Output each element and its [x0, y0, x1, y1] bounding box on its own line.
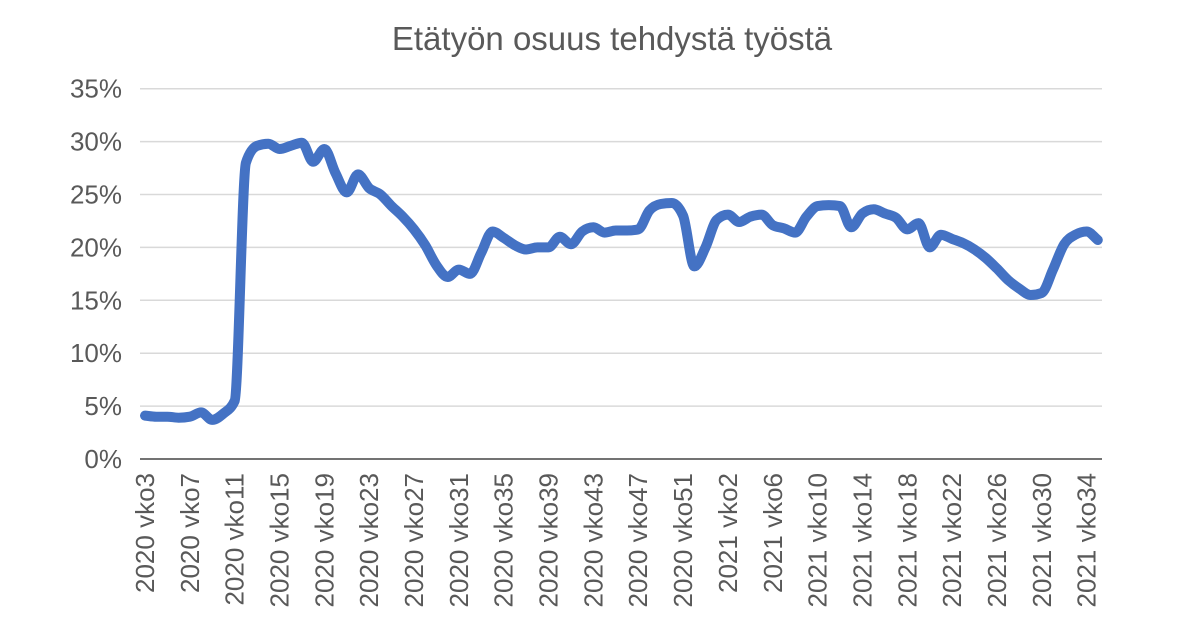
x-axis-tick-label: 2021 vko10 — [803, 473, 833, 607]
x-axis-tick-label: 2021 vko14 — [847, 473, 877, 607]
x-axis-tick-label: 2020 vko27 — [399, 473, 429, 607]
y-axis-tick-label: 0% — [84, 444, 122, 474]
x-axis-tick-label: 2020 vko39 — [534, 473, 564, 607]
x-axis-tick-label: 2020 vko23 — [354, 473, 384, 607]
series-line — [140, 137, 1103, 425]
y-axis-tick-label: 25% — [70, 180, 122, 210]
x-axis-tick-label: 2020 vko3 — [130, 473, 160, 593]
x-axis-tick-label: 2020 vko43 — [578, 473, 608, 607]
y-axis-tick-label: 5% — [84, 391, 122, 421]
x-axis-tick-label: 2020 vko15 — [265, 473, 295, 607]
y-axis-tick-label: 10% — [70, 338, 122, 368]
y-axis-tick-label: 30% — [70, 127, 122, 157]
x-axis-tick-label: 2020 vko47 — [623, 473, 653, 607]
x-axis-tick-label: 2020 vko35 — [489, 473, 519, 607]
chart-title: Etätyön osuus tehdystä työstä — [391, 20, 833, 57]
x-axis-tick-label: 2021 vko34 — [1072, 473, 1102, 607]
x-axis-tick-label: 2021 vko6 — [758, 473, 788, 593]
x-axis-tick-label: 2021 vko18 — [892, 473, 922, 607]
x-axis-tick-label: 2020 vko19 — [309, 473, 339, 607]
x-axis-tick-label: 2020 vko7 — [175, 473, 205, 593]
y-axis-tick-label: 15% — [70, 285, 122, 315]
x-axis-tick-label: 2021 vko30 — [1027, 473, 1057, 607]
y-axis-tick-label: 35% — [70, 74, 122, 104]
x-axis-tick-label: 2020 vko31 — [444, 473, 474, 607]
x-axis-tick-label: 2021 vko26 — [982, 473, 1012, 607]
x-axis-tick-label: 2021 vko22 — [937, 473, 967, 607]
x-axis-tick-label: 2020 vko51 — [668, 473, 698, 607]
x-axis-tick-label: 2021 vko2 — [713, 473, 743, 593]
y-axis-tick-label: 20% — [70, 232, 122, 262]
x-axis-tick-label: 2020 vko11 — [220, 473, 250, 606]
